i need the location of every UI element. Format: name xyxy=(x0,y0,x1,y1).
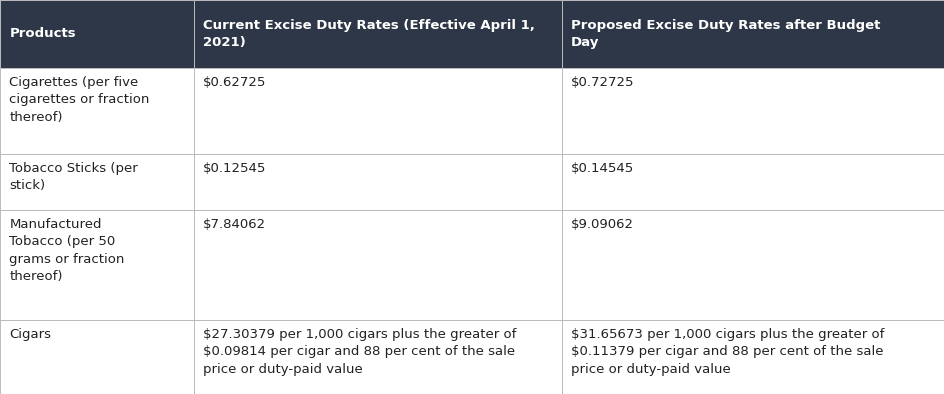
Text: $27.30379 per 1,000 cigars plus the greater of
$0.09814 per cigar and 88 per cen: $27.30379 per 1,000 cigars plus the grea… xyxy=(203,328,516,376)
Text: Proposed Excise Duty Rates after Budget
Day: Proposed Excise Duty Rates after Budget … xyxy=(571,19,881,49)
Bar xyxy=(562,210,944,320)
Text: $0.14545: $0.14545 xyxy=(571,162,634,175)
Text: $0.72725: $0.72725 xyxy=(571,76,634,89)
Bar xyxy=(194,0,562,68)
Bar xyxy=(0,320,194,394)
Text: Cigarettes (per five
cigarettes or fraction
thereof): Cigarettes (per five cigarettes or fract… xyxy=(9,76,150,124)
Text: $31.65673 per 1,000 cigars plus the greater of
$0.11379 per cigar and 88 per cen: $31.65673 per 1,000 cigars plus the grea… xyxy=(571,328,885,376)
Bar xyxy=(194,154,562,210)
Text: Current Excise Duty Rates (Effective April 1,
2021): Current Excise Duty Rates (Effective Apr… xyxy=(203,19,535,49)
Text: $0.62725: $0.62725 xyxy=(203,76,266,89)
Bar xyxy=(562,320,944,394)
Bar xyxy=(194,68,562,154)
Text: $7.84062: $7.84062 xyxy=(203,218,266,231)
Bar xyxy=(0,68,194,154)
Bar xyxy=(0,0,194,68)
Text: Products: Products xyxy=(9,28,76,41)
Bar xyxy=(194,210,562,320)
Bar xyxy=(562,0,944,68)
Text: Cigars: Cigars xyxy=(9,328,51,341)
Text: $9.09062: $9.09062 xyxy=(571,218,634,231)
Bar xyxy=(0,210,194,320)
Bar xyxy=(0,154,194,210)
Text: Tobacco Sticks (per
stick): Tobacco Sticks (per stick) xyxy=(9,162,138,192)
Bar xyxy=(562,154,944,210)
Bar xyxy=(562,68,944,154)
Text: $0.12545: $0.12545 xyxy=(203,162,266,175)
Bar xyxy=(194,320,562,394)
Text: Manufactured
Tobacco (per 50
grams or fraction
thereof): Manufactured Tobacco (per 50 grams or fr… xyxy=(9,218,125,283)
